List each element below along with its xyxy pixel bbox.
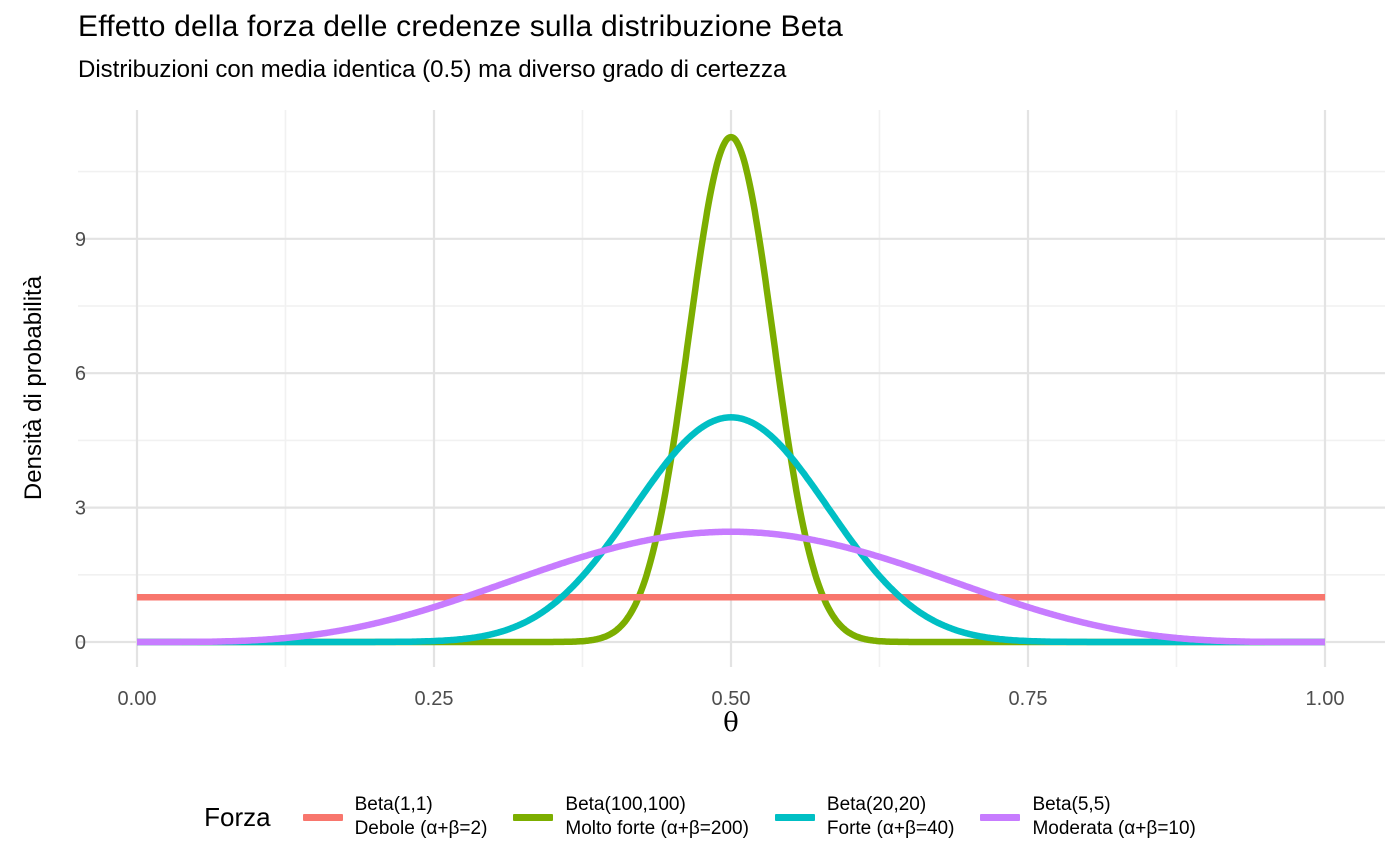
legend-key-line: [774, 813, 815, 821]
x-tick-label: 0.50: [712, 688, 751, 710]
legend-label-line1: Beta(5,5): [1032, 794, 1111, 816]
legend-item-1: Beta(1,1) Debole (α+β=2): [302, 793, 488, 841]
x-tick-label: 1.00: [1306, 688, 1345, 710]
axis-tick-labels: 0.00 0.25 0.50 0.75 1.00 0 3 6 9: [75, 229, 1345, 710]
legend-label: Beta(100,100) Molto forte (α+β=200): [565, 793, 749, 841]
legend-item-2: Beta(100,100) Molto forte (α+β=200): [513, 793, 749, 841]
legend-label-line1: Beta(20,20): [826, 794, 927, 816]
legend-key-line: [980, 813, 1021, 821]
legend-label-line2: Forte (α+β=40): [826, 818, 955, 839]
legend-label: Beta(20,20) Forte (α+β=40): [827, 793, 955, 841]
chart-subtitle: Distribuzioni con media identica (0.5) m…: [78, 56, 787, 83]
legend-label-line2: Molto forte (α+β=200): [565, 818, 749, 839]
legend-title: Forza: [204, 801, 271, 832]
x-tick-label: 0.25: [415, 688, 454, 710]
legend-item-3: Beta(20,20) Forte (α+β=40): [774, 793, 955, 841]
density-curves: [134, 133, 1328, 646]
gridlines-major: [78, 110, 1385, 667]
legend-key-line: [513, 813, 554, 821]
legend-key-line: [302, 813, 343, 821]
legend-label: Beta(1,1) Debole (α+β=2): [355, 793, 488, 841]
chart-title: Effetto della forza delle credenze sulla…: [78, 10, 844, 43]
y-tick-label: 6: [75, 363, 86, 385]
y-axis-title: Densità di probabilità: [20, 275, 47, 501]
legend-label-line1: Beta(100,100): [565, 794, 686, 816]
legend-label-line1: Beta(1,1): [354, 794, 433, 816]
x-axis-title: θ: [723, 708, 739, 738]
legend-label-line2: Moderata (α+β=10): [1032, 818, 1196, 839]
y-tick-label: 3: [75, 498, 86, 520]
legend-label: Beta(5,5) Moderata (α+β=10): [1032, 793, 1195, 841]
y-tick-label: 9: [75, 229, 86, 251]
x-tick-label: 0.75: [1009, 688, 1048, 710]
y-tick-label: 0: [75, 632, 86, 654]
legend-item-4: Beta(5,5) Moderata (α+β=10): [980, 793, 1196, 841]
legend-label-line2: Debole (α+β=2): [354, 818, 488, 839]
plot-panel: 0.00 0.25 0.50 0.75 1.00 0 3 6 9: [75, 110, 1385, 710]
curve-beta-20-20-: [134, 414, 1328, 646]
x-tick-label: 0.00: [118, 688, 157, 710]
legend: Forza Beta(1,1) Debole (α+β=2) Beta(100,10…: [0, 782, 1400, 852]
curve-beta-5-5-: [134, 528, 1328, 646]
